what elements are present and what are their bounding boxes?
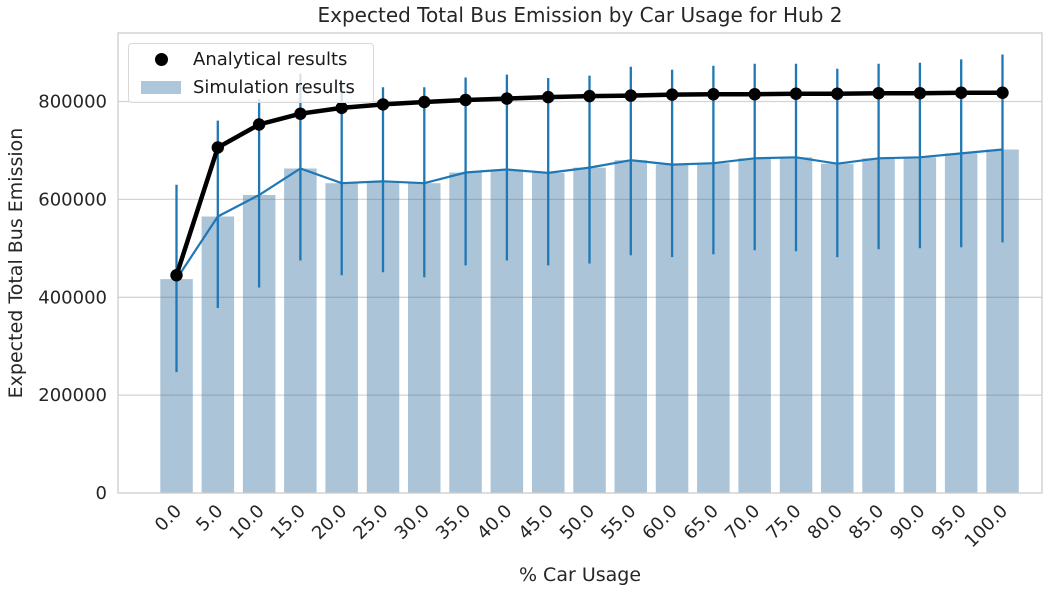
y-axis-label: Expected Total Bus Emission: [5, 128, 27, 399]
legend-item-analytical: Analytical results: [129, 47, 373, 71]
analytical-point: [831, 87, 844, 100]
analytical-point: [418, 95, 431, 109]
analytical-marker-icon: [154, 52, 168, 66]
analytical-point: [294, 107, 307, 120]
analytical-point: [955, 86, 968, 99]
y-tick-label: 400000: [38, 287, 107, 308]
analytical-point: [872, 87, 885, 100]
analytical-point: [211, 141, 224, 154]
y-tick-label: 800000: [38, 92, 107, 113]
simulation-marker-icon: [141, 80, 181, 94]
analytical-point: [913, 87, 927, 100]
x-tick-label: 100.0: [961, 501, 1012, 552]
legend-label-simulation: Simulation results: [193, 76, 355, 98]
x-tick-label: 30.0: [391, 501, 434, 544]
analytical-point: [335, 101, 348, 115]
x-tick-label: 85.0: [845, 501, 888, 544]
x-tick-label: 90.0: [886, 501, 929, 544]
analytical-point: [996, 86, 1009, 99]
chart-legend: Analytical results Simulation results: [128, 43, 374, 103]
analytical-point: [583, 89, 596, 103]
analytical-point: [748, 88, 761, 101]
analytical-point: [707, 88, 720, 101]
x-tick-label: 70.0: [721, 501, 764, 544]
x-tick-label: 65.0: [680, 501, 723, 544]
x-tick-label: 55.0: [597, 501, 640, 544]
x-tick-label: 45.0: [515, 501, 558, 544]
x-tick-label: 60.0: [638, 501, 681, 544]
y-tick-label: 600000: [38, 189, 107, 210]
x-tick-label: 5.0: [192, 501, 227, 536]
analytical-point: [624, 89, 637, 102]
analytical-point: [252, 118, 266, 131]
analytical-point: [376, 98, 390, 111]
x-tick-label: 25.0: [349, 501, 392, 544]
analytical-point: [459, 93, 472, 107]
x-tick-label: 15.0: [267, 501, 310, 544]
analytical-point: [665, 88, 679, 101]
analytical-point: [170, 269, 183, 282]
x-tick-label: 50.0: [556, 501, 599, 544]
x-tick-label: 0.0: [151, 501, 186, 536]
x-tick-label: 10.0: [225, 501, 268, 544]
x-tick-label: 35.0: [432, 501, 475, 544]
analytical-point: [500, 92, 514, 105]
x-tick-label: 75.0: [762, 501, 805, 544]
chart-title: Expected Total Bus Emission by Car Usage…: [318, 3, 843, 27]
legend-item-simulation: Simulation results: [129, 75, 373, 99]
analytical-point: [542, 90, 555, 104]
y-tick-label: 0: [96, 483, 107, 504]
x-tick-label: 20.0: [308, 501, 351, 544]
analytical-point: [789, 87, 803, 100]
y-tick-label: 200000: [38, 385, 107, 406]
x-axis-label: % Car Usage: [519, 564, 641, 586]
axes-spines: [117, 32, 1043, 494]
x-tick-label: 40.0: [473, 501, 516, 544]
x-tick-label: 80.0: [804, 501, 847, 544]
legend-label-analytical: Analytical results: [193, 48, 348, 70]
